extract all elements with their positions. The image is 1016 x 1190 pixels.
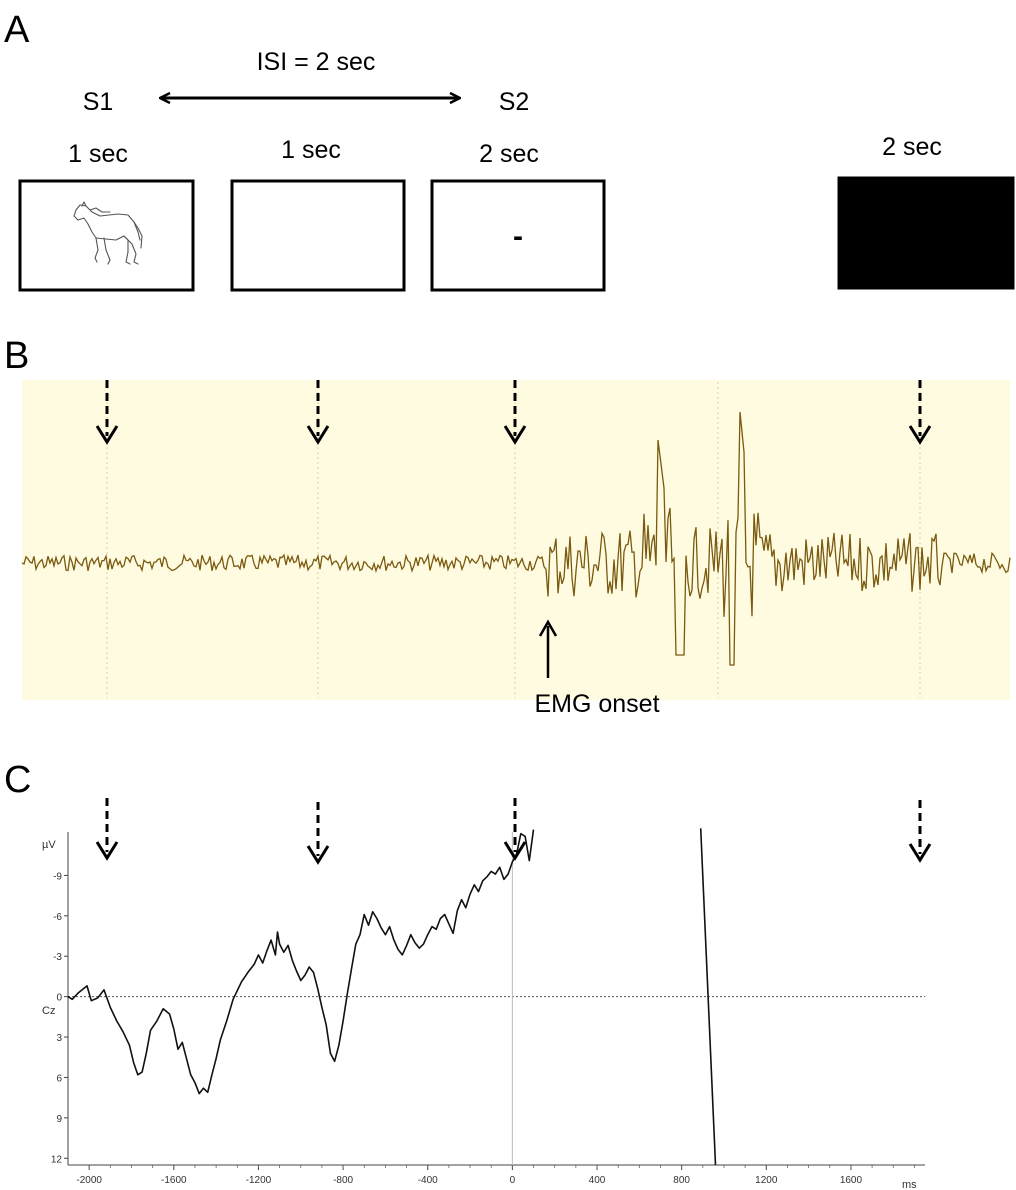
panel-b: B EMG onset — [4, 335, 1011, 718]
x-tick-label: 1600 — [840, 1175, 863, 1186]
frame-2-box — [230, 179, 406, 292]
emg-onset-arrow — [538, 619, 558, 678]
panel-a-label: A — [4, 9, 30, 51]
y-tick-label: 12 — [51, 1154, 63, 1165]
y-tick-label: 9 — [56, 1114, 62, 1125]
x-tick-label: -400 — [418, 1175, 438, 1186]
x-tick-label: 0 — [510, 1175, 516, 1186]
x-tick-label: 1200 — [755, 1175, 778, 1186]
emg-background — [22, 380, 1010, 700]
x-tick-label: 400 — [589, 1175, 606, 1186]
channel-label: Cz — [42, 1005, 55, 1017]
emg-onset-label: EMG onset — [534, 690, 659, 718]
x-tick-label: -1600 — [161, 1175, 187, 1186]
x-tick-label: -2000 — [76, 1175, 102, 1186]
erp-axes — [67, 832, 925, 1166]
erp-event-arrow-3 — [503, 798, 527, 861]
erp-series-pre-response — [67, 829, 535, 1095]
y-tick-label: 0 — [56, 993, 62, 1004]
s1-label: S1 — [83, 88, 114, 116]
x-tick-label: 800 — [673, 1175, 690, 1186]
emg-event-arrow-4 — [908, 380, 932, 445]
s2-label: S2 — [499, 88, 530, 116]
frame-2-duration: 1 sec — [281, 136, 341, 164]
erp-event-arrow-1 — [95, 798, 119, 861]
erp-series-post-response-artifact — [699, 828, 717, 1166]
panel-c-label: C — [4, 759, 31, 801]
erp-event-arrow-4 — [908, 800, 932, 863]
horse-drawing — [73, 201, 143, 265]
y-tick-label: -3 — [53, 952, 62, 963]
emg-trace — [21, 411, 1011, 666]
frame-4-black-box — [837, 176, 1015, 290]
frame-1-box — [18, 179, 195, 292]
frame-3-duration: 2 sec — [479, 140, 539, 168]
frame-4-duration: 2 sec — [882, 133, 942, 161]
erp-lines — [67, 828, 717, 1166]
x-tick-label: -1200 — [246, 1175, 272, 1186]
emg-event-arrow-2 — [306, 380, 330, 445]
panel-a: A ISI = 2 sec S1 S2 1 sec 1 sec 2 sec 2 … — [4, 9, 1015, 292]
y-unit-label: µV — [42, 839, 56, 851]
erp-ticks: -2000 -1600 -1200 -800 -400 0 400 800 1200 1600 -9… — [51, 871, 915, 1186]
y-tick-label: 6 — [56, 1073, 62, 1084]
fixation-dash: - — [513, 220, 523, 253]
x-unit-label: ms — [902, 1179, 917, 1190]
erp-event-arrow-2 — [306, 802, 330, 865]
y-tick-label: -9 — [53, 871, 62, 882]
frame-3-box — [430, 179, 606, 292]
isi-label: ISI = 2 sec — [257, 48, 376, 76]
panel-c: C -2000 -1600 -1200 -800 -400 0 400 800 1200 1600… — [4, 759, 932, 1190]
x-tick-label: -800 — [333, 1175, 353, 1186]
panel-b-label: B — [4, 335, 29, 377]
y-tick-label: -6 — [53, 912, 62, 923]
emg-event-arrow-3 — [503, 380, 527, 445]
frame-1-duration: 1 sec — [68, 140, 128, 168]
y-tick-label: 3 — [56, 1033, 62, 1044]
emg-event-arrow-1 — [95, 380, 119, 445]
